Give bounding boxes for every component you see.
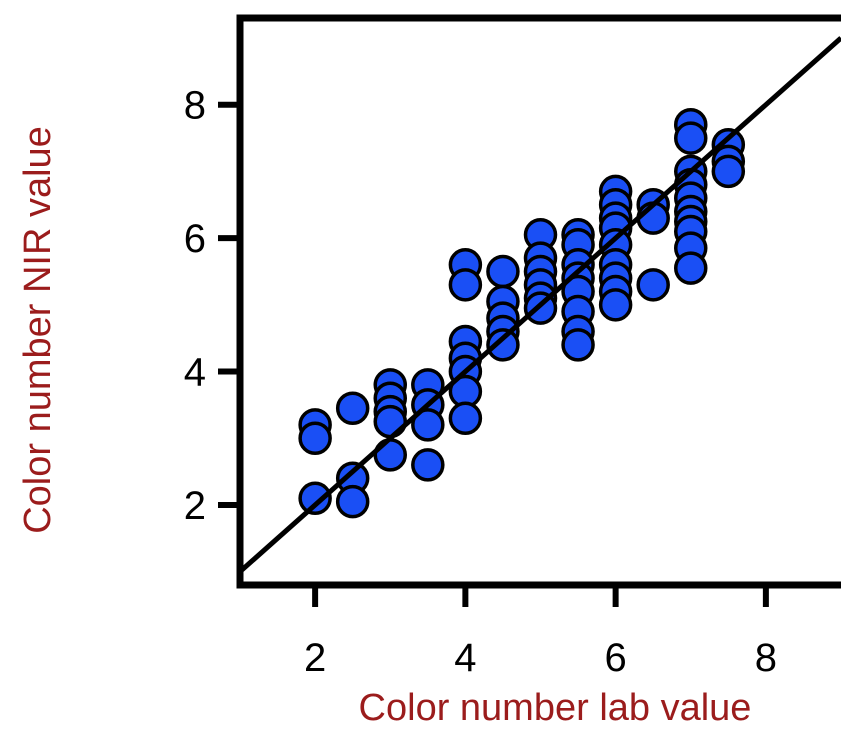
points-layer (298, 107, 746, 519)
fit-line (238, 36, 841, 574)
data-point-2 (298, 481, 332, 516)
y-tick-label-2: 2 (184, 484, 206, 528)
data-point-26 (486, 328, 520, 362)
data-point-1 (298, 421, 332, 455)
data-point-14 (411, 448, 445, 482)
y-axis-ticks: 2 4 6 8 (184, 84, 240, 528)
data-point-13 (411, 408, 445, 442)
y-axis-title: Color number NIR value (17, 126, 59, 534)
data-point-62 (674, 251, 708, 285)
x-tick-label-8: 8 (755, 636, 777, 680)
x-axis-ticks: 2 4 6 8 (304, 585, 777, 680)
data-point-5 (335, 484, 370, 519)
plot-frame (236, 14, 841, 589)
data-point-52 (636, 268, 670, 302)
x-tick-label-2: 2 (304, 636, 326, 680)
data-point-16 (448, 268, 483, 302)
data-point-40 (561, 328, 595, 362)
y-tick-label-6: 6 (184, 217, 206, 261)
data-point-49 (598, 288, 633, 322)
data-point-22 (486, 254, 520, 289)
data-point-21 (448, 401, 483, 435)
data-point-65 (711, 154, 746, 189)
y-tick-label-4: 4 (184, 351, 206, 395)
y-tick-label-8: 8 (184, 84, 206, 128)
data-point-3 (335, 391, 370, 425)
x-axis-title: Color number lab value (359, 687, 752, 729)
x-tick-label-6: 6 (605, 636, 627, 680)
data-point-54 (674, 121, 708, 155)
x-tick-label-4: 4 (454, 636, 476, 680)
